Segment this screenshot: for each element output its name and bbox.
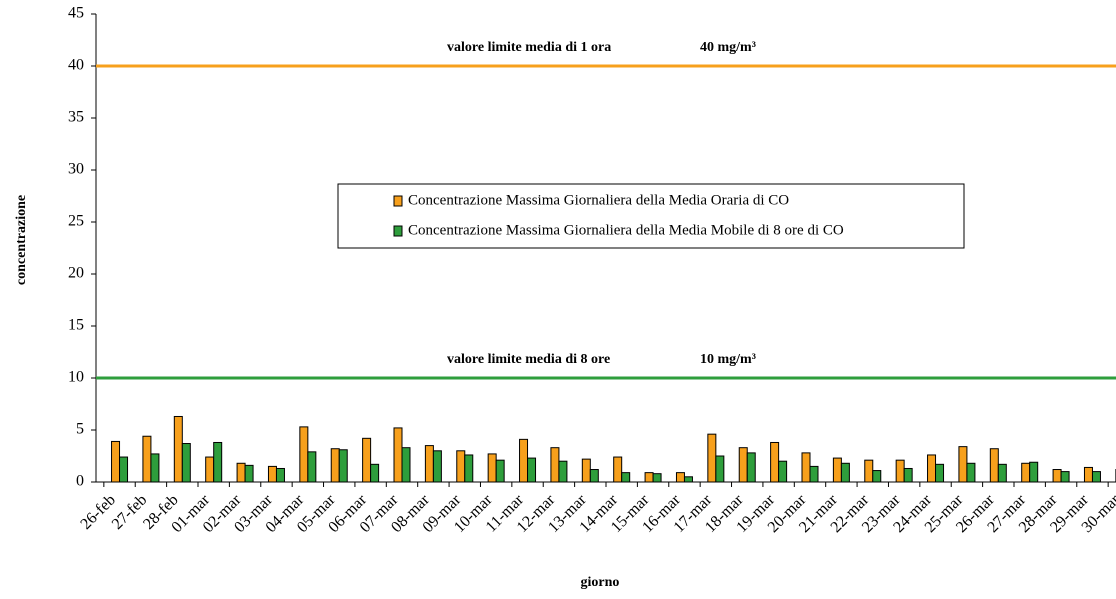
y-tick-label: 20 [68, 265, 84, 282]
bar [151, 454, 159, 482]
legend-label: Concentrazione Massima Giornaliera della… [408, 222, 844, 238]
y-axis-label: concentrazione [14, 195, 29, 285]
bar [833, 458, 841, 482]
bar [425, 446, 433, 482]
bar [1061, 472, 1069, 482]
bar [1053, 470, 1061, 482]
bar [865, 460, 873, 482]
bar [936, 464, 944, 482]
bar [1030, 462, 1038, 482]
y-tick-label: 45 [68, 5, 84, 22]
bar [331, 449, 339, 482]
legend-swatch [394, 226, 402, 236]
bar [143, 436, 151, 482]
y-tick-label: 15 [68, 317, 84, 334]
y-tick-label: 10 [68, 369, 84, 386]
bar [747, 453, 755, 482]
y-tick-label: 30 [68, 161, 84, 178]
bar [433, 451, 441, 482]
bar [684, 477, 692, 482]
limit-label: valore limite media di 8 ore [447, 352, 610, 367]
bar [237, 463, 245, 482]
bar [928, 455, 936, 482]
bar [896, 460, 904, 482]
y-tick-label: 0 [76, 473, 84, 490]
bar [120, 457, 128, 482]
bar [496, 460, 504, 482]
bar [1092, 472, 1100, 482]
bar [841, 463, 849, 482]
limit-unit: 40 mg/m³ [700, 40, 756, 55]
y-tick-label: 40 [68, 57, 84, 74]
bar [645, 473, 653, 482]
bar [771, 442, 779, 482]
bar [739, 448, 747, 482]
x-tick-label: 26-feb [77, 491, 119, 533]
bar [465, 455, 473, 482]
bar [959, 447, 967, 482]
legend-swatch [394, 196, 402, 206]
bar [182, 444, 190, 482]
bar [363, 438, 371, 482]
bar [528, 458, 536, 482]
bar [614, 457, 622, 482]
bar [904, 468, 912, 482]
bar [245, 465, 253, 482]
bar [559, 461, 567, 482]
bar [214, 442, 222, 482]
bar [174, 416, 182, 482]
bar [590, 470, 598, 482]
bar [967, 463, 975, 482]
y-tick-label: 25 [68, 213, 84, 230]
bar [1084, 467, 1092, 482]
bar [268, 466, 276, 482]
bar [810, 466, 818, 482]
bar [1022, 463, 1030, 482]
bar [998, 464, 1006, 482]
x-tick-label: 27-feb [109, 491, 151, 533]
bar [402, 448, 410, 482]
bar [873, 471, 881, 482]
bar [371, 464, 379, 482]
limit-label: valore limite media di 1 ora [447, 40, 611, 55]
bar [622, 473, 630, 482]
bar [779, 461, 787, 482]
bar [276, 468, 284, 482]
bar [653, 474, 661, 482]
bar [488, 454, 496, 482]
bar [708, 434, 716, 482]
bar [308, 452, 316, 482]
bar [520, 439, 528, 482]
legend-label: Concentrazione Massima Giornaliera della… [408, 192, 789, 208]
y-tick-label: 35 [68, 109, 84, 126]
y-tick-label: 5 [76, 421, 84, 438]
bar [206, 457, 214, 482]
limit-unit: 10 mg/m³ [700, 352, 756, 367]
bar [457, 451, 465, 482]
bar [394, 428, 402, 482]
bar [551, 448, 559, 482]
bar [676, 473, 684, 482]
x-axis-label: giorno [581, 575, 620, 590]
bar [300, 427, 308, 482]
bar [802, 453, 810, 482]
bar [716, 456, 724, 482]
bar [990, 449, 998, 482]
bar [112, 441, 120, 482]
bar [582, 459, 590, 482]
bar [339, 450, 347, 482]
